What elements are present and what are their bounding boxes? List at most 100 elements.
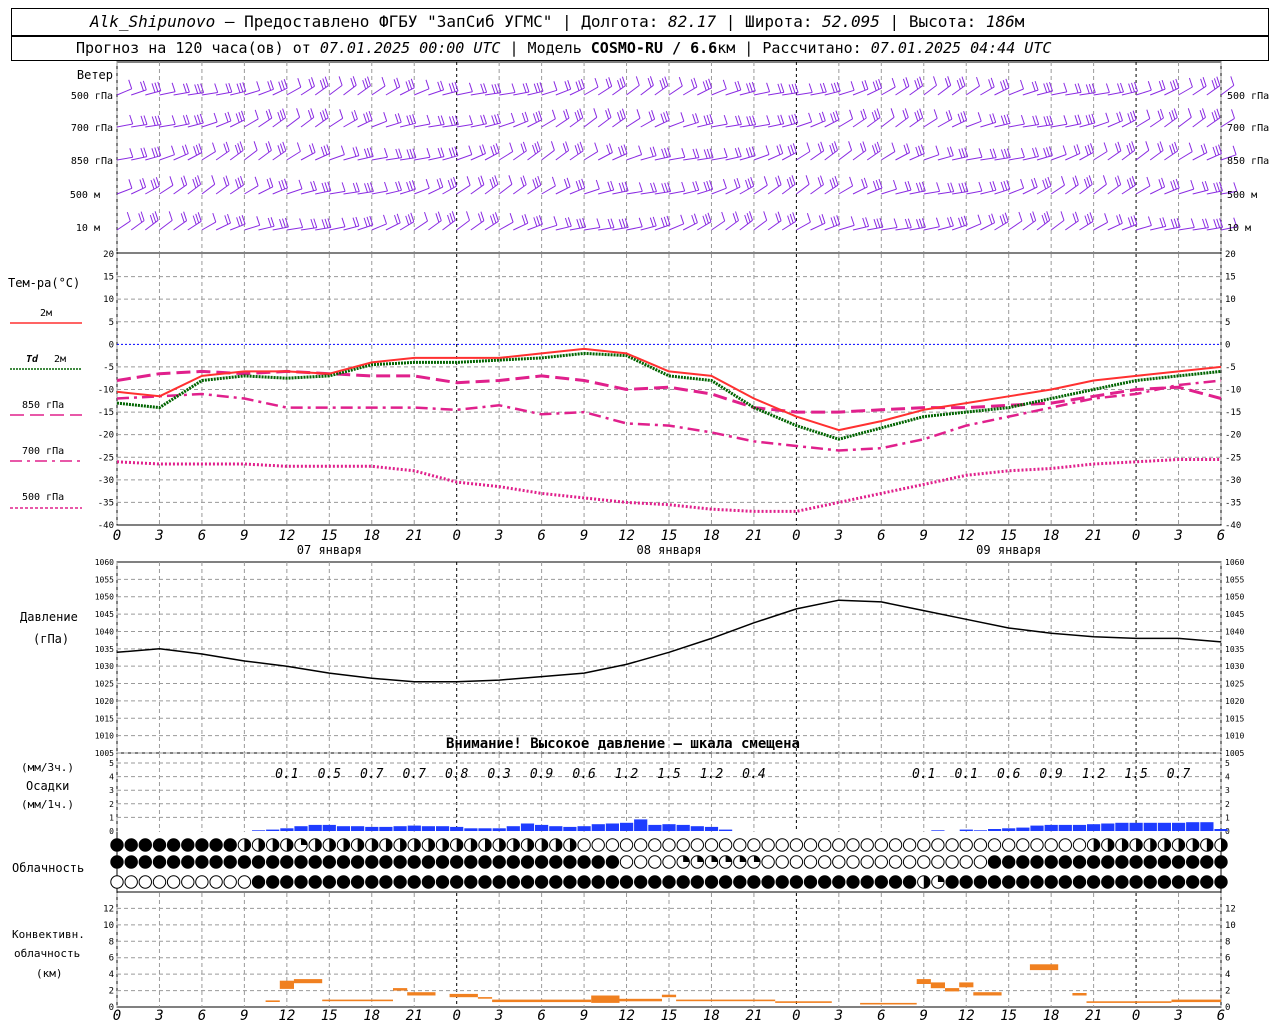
conv-cloud-bar [973,992,1002,996]
wind-barb-feather [1091,83,1096,93]
wind-barb-feather [992,148,997,158]
wind-barb-feather [340,145,345,155]
wind-barb-feather [1074,83,1079,94]
wind-barb-feather [551,176,556,187]
cloud-symbol [365,855,379,869]
wind-barb-feather [311,77,315,87]
wind-barb-feather [128,79,133,89]
wind-barb-feather [1046,82,1051,92]
time-tick-label: 6 [198,528,206,544]
wind-barb-feather [678,76,683,87]
conv-ytick-label-right: 4 [1225,970,1230,980]
wind-barb-shaft [428,89,444,96]
wind-barb-feather [949,146,954,156]
wind-barb-shaft [229,184,244,195]
press-ytick-label: 1060 [95,558,114,567]
wind-barb-feather [237,177,242,187]
wind-barb-shaft [654,191,671,195]
wind-barb-shaft [187,92,204,96]
press-ytick-label-right: 1060 [1225,558,1244,567]
cloud-symbol [577,838,591,852]
wind-barb-feather [817,143,822,153]
wind-barb-shaft [1135,225,1152,231]
wind-barb-feather [999,215,1004,225]
wind-barb-feather [466,211,470,221]
wind-barb-shaft [697,157,714,161]
cloud-symbol [789,875,804,889]
wind-barb-feather [1171,143,1176,153]
latitude-label: | Широта: [716,12,823,31]
time-tick-label: 0 [1132,528,1140,544]
wind-barb-feather [1131,82,1135,93]
wind-barb-shaft [300,151,316,161]
time-tick-label: 6 [1217,528,1225,544]
wind-barb-shaft [1220,190,1237,195]
wind-barb-shaft [640,225,657,231]
wind-barb-feather [197,212,202,222]
wind-barb-feather [440,147,445,157]
precip-bar [605,823,619,831]
wind-barb-shaft [909,153,925,161]
wind-barb-shaft [654,156,671,161]
wind-barb-feather [1074,175,1079,185]
altitude-unit: м [1014,12,1025,31]
wind-level-10m: 10 м [76,223,100,234]
time-tick-label: 12 [958,528,975,544]
temp-ytick-label: 20 [103,250,114,260]
wind-barb-shaft [357,156,374,161]
wind-barb-shaft [513,120,529,128]
time-tick-label-bottom: 6 [198,1008,206,1024]
wind-barb-feather [944,78,949,88]
wind-barb-shaft [173,220,187,231]
press-ytick-label-right: 1005 [1225,749,1244,758]
wind-barb-feather [365,112,370,122]
wind-barb-feather [236,83,241,93]
cloud-fill [1206,838,1214,852]
wind-barb-feather [693,213,698,223]
wind-level-850hpa: 850 гПа [71,156,113,167]
wind-barb-feather [1006,180,1011,190]
wind-barb-feather [1043,148,1048,158]
wind-barb-shaft [767,123,784,128]
wind-barb-feather [832,111,837,122]
cloud-symbol [138,855,153,869]
temp-ytick-label: -25 [98,453,114,463]
wind-barb-shaft [753,219,768,231]
wind-barb-feather [736,177,741,188]
wind-barb-shaft [739,219,753,231]
time-tick-label-bottom: 6 [1217,1008,1225,1024]
wind-barb-shaft [838,185,853,195]
wind-barb-shaft [1220,226,1237,231]
wind-barb-feather [532,144,536,155]
wind-barb-feather [956,79,961,90]
cloud-symbol [1016,838,1030,852]
wind-barb-feather [861,81,866,91]
wind-barb-shaft [1051,123,1067,128]
wind-barb-shaft [541,149,555,161]
wind-barb-feather [830,113,835,123]
wind-barb-shaft [173,91,190,96]
wind-barb-shaft [1008,220,1023,231]
wind-barb-feather [829,144,834,155]
wind-barb-feather [355,182,360,192]
cloud-fill [371,838,378,852]
wind-barb-shaft [499,121,515,128]
wind-barb-feather [480,175,485,185]
wind-barb-feather [353,109,358,120]
cloud-symbol [237,875,252,889]
cloud-symbol [492,855,506,869]
wind-barb-feather [1216,108,1221,118]
wind-barb-feather [947,217,951,227]
temp-ytick-label-right: 15 [1225,273,1236,283]
wind-barb-feather [745,148,750,158]
precip-bar [1157,822,1171,831]
wind-barb-feather [394,214,398,225]
press-ytick-label: 1055 [95,575,114,584]
wind-barb-feather [491,84,496,94]
wind-barb-feather [904,218,909,229]
precip-bar [252,830,266,831]
wind-barb-feather [920,144,925,154]
wind-barb-feather [140,211,145,221]
pressure-line [116,599,1222,683]
wind-barb-feather [320,146,325,157]
